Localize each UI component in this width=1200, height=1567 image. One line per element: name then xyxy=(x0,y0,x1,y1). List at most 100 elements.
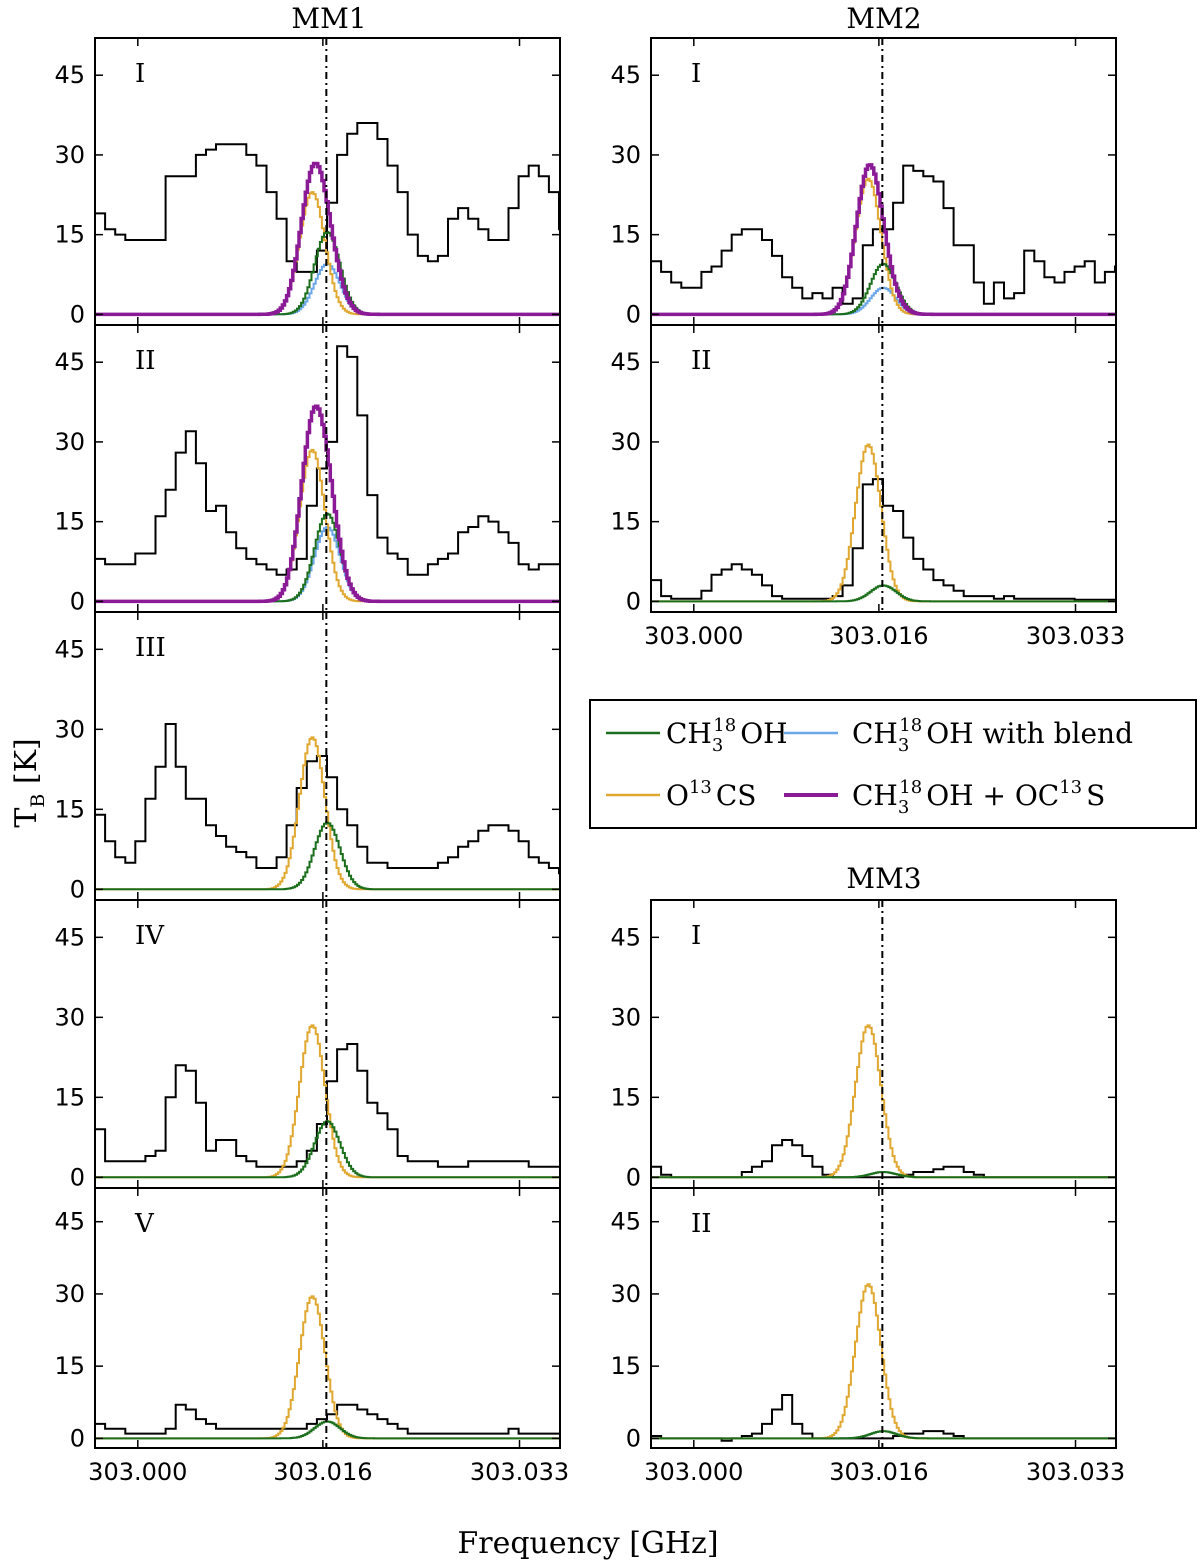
x-tick-label: 303.016 xyxy=(829,622,928,650)
panel-tag: III xyxy=(135,633,166,663)
plot-area xyxy=(95,1188,560,1448)
y-tick-label: 15 xyxy=(610,1083,641,1111)
y-tick-label: 0 xyxy=(70,1163,85,1191)
model-o13cs xyxy=(651,443,1116,603)
panel-tag: II xyxy=(691,1209,712,1239)
y-tick-label: 0 xyxy=(626,300,641,328)
observed-spectrum xyxy=(95,122,560,273)
panel-tag: II xyxy=(691,346,712,376)
model-o13cs xyxy=(651,1024,1116,1179)
y-tick-label: 0 xyxy=(626,1424,641,1452)
observed-spectrum xyxy=(95,723,560,875)
panel-mm3-2: 0 15 30 45 303.000 303.016 303.033 II xyxy=(610,1187,1125,1486)
model-o13cs xyxy=(95,1295,560,1440)
model-ch3-18oh xyxy=(651,1171,1116,1179)
x-tick-label: 303.016 xyxy=(829,1458,928,1486)
model-sum xyxy=(95,404,560,604)
model-ch3-18oh xyxy=(651,584,1116,603)
panel-tag: I xyxy=(691,921,701,951)
panel-frame xyxy=(650,37,1117,326)
panel-tag: I xyxy=(691,59,701,89)
x-tick-label: 303.000 xyxy=(88,1458,187,1486)
panel-tag: V xyxy=(134,1209,155,1239)
y-tick-label: 15 xyxy=(54,1352,85,1380)
plot-area xyxy=(95,612,560,900)
y-tick-label: 30 xyxy=(610,141,641,169)
plot-area xyxy=(651,325,1116,612)
panel-mm3-1: 0 15 30 45 I xyxy=(610,899,1117,1191)
y-axis-title-sub: B xyxy=(27,794,49,808)
model-ch3-18oh xyxy=(95,1420,560,1440)
y-axis-title-unit: [K] xyxy=(9,738,44,784)
y-tick-label: 45 xyxy=(610,1208,641,1236)
panel-tag: IV xyxy=(135,921,165,951)
panel-tag: II xyxy=(135,346,156,376)
observed-spectrum xyxy=(651,478,1116,601)
model-ch3-18oh-blend xyxy=(95,262,560,316)
legend-label-ch3-18oh: CH318 OH xyxy=(666,715,788,756)
model-ch3-18oh xyxy=(651,262,1116,316)
y-tick-label: 15 xyxy=(54,508,85,536)
y-tick-label: 30 xyxy=(54,715,85,743)
plot-area xyxy=(95,325,560,612)
model-ch3-18oh xyxy=(95,1120,560,1179)
y-tick-label: 45 xyxy=(610,61,641,89)
panel-mm1-2: 0 15 30 45 II xyxy=(54,324,561,615)
legend-frame xyxy=(589,699,1197,829)
y-tick-label: 45 xyxy=(54,923,85,951)
column-title-mm2: MM2 xyxy=(846,2,921,35)
model-ch3-18oh xyxy=(651,1430,1116,1440)
x-tick-label: 303.033 xyxy=(1026,1458,1125,1486)
y-tick-label: 0 xyxy=(70,875,85,903)
y-tick-label: 30 xyxy=(54,1280,85,1308)
y-tick-label: 45 xyxy=(54,61,85,89)
observed-spectrum xyxy=(95,1043,560,1168)
panel-mm2-1: 0 15 30 45 I xyxy=(610,37,1117,328)
y-tick-label: 0 xyxy=(70,1424,85,1452)
panel-mm1-5: 0 15 30 45 303.000 303.016 303.033 V xyxy=(54,1187,569,1486)
column-title-mm1: MM1 xyxy=(291,2,366,35)
y-tick-label: 0 xyxy=(626,1163,641,1191)
panel-mm2-2: 0 15 30 45 303.000 303.016 303.033 II xyxy=(610,324,1125,650)
y-tick-label: 15 xyxy=(54,221,85,249)
legend: CH318 OH CH318 OH with blend O13 CS CH318 OH… xyxy=(589,699,1197,829)
y-tick-label: 30 xyxy=(54,1003,85,1031)
observed-spectrum xyxy=(95,1403,560,1435)
model-ch3-18oh xyxy=(95,231,560,316)
y-tick-label: 0 xyxy=(70,587,85,615)
plot-area xyxy=(651,900,1116,1188)
y-tick-label: 0 xyxy=(626,587,641,615)
model-sum xyxy=(651,163,1116,317)
observed-spectrum xyxy=(651,164,1116,305)
y-tick-label: 45 xyxy=(54,348,85,376)
model-ch3-18oh xyxy=(95,821,560,891)
y-tick-label: 30 xyxy=(54,428,85,456)
x-tick-label: 303.000 xyxy=(644,622,743,650)
y-tick-label: 15 xyxy=(610,1352,641,1380)
y-tick-label: 30 xyxy=(610,1003,641,1031)
observed-spectrum xyxy=(651,1139,1116,1179)
y-tick-label: 45 xyxy=(54,1208,85,1236)
y-tick-label: 15 xyxy=(610,508,641,536)
panel-mm1-3: 0 15 30 45 III xyxy=(54,611,561,903)
model-o13cs xyxy=(651,1283,1116,1440)
y-axis-title-main: T xyxy=(9,808,44,828)
plot-area xyxy=(95,38,560,325)
panel-tag: I xyxy=(135,59,145,89)
svg-text:TB [K]: TB [K] xyxy=(9,738,49,827)
model-sum xyxy=(95,161,560,317)
y-tick-label: 30 xyxy=(54,141,85,169)
y-axis-title: TB [K] xyxy=(9,738,49,827)
x-axis-title: Frequency [GHz] xyxy=(457,1526,718,1561)
legend-label-ch3-18oh-blend: CH318 OH with blend xyxy=(852,715,1133,756)
legend-label-sum: CH318 OH + OC13 S xyxy=(852,777,1105,818)
plot-area xyxy=(651,1188,1116,1448)
panel-mm1-1: 0 15 30 45 I xyxy=(54,37,561,328)
y-tick-label: 30 xyxy=(610,1280,641,1308)
x-tick-label: 303.016 xyxy=(273,1458,372,1486)
y-tick-label: 15 xyxy=(54,795,85,823)
y-tick-label: 15 xyxy=(54,1083,85,1111)
model-ch3-18oh-blend xyxy=(651,286,1116,316)
